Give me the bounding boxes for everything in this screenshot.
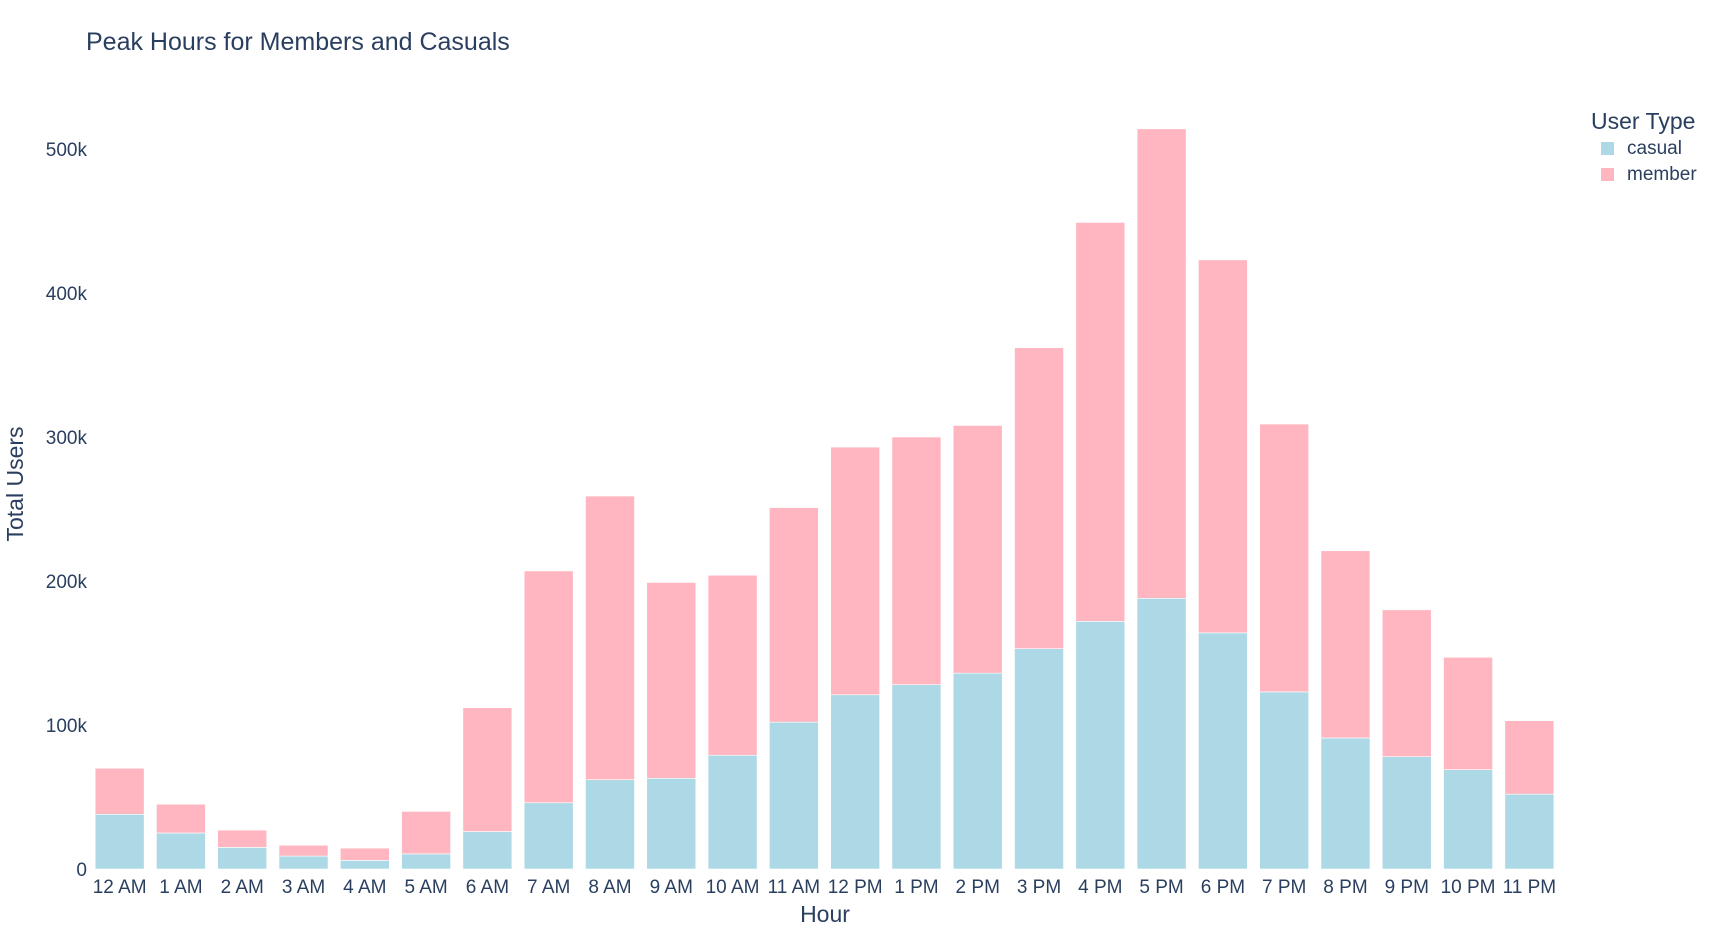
x-tick-label: 6 AM — [466, 877, 509, 898]
bar-casual-17 — [1136, 597, 1187, 870]
bar-member-14 — [952, 425, 1003, 674]
bar-casual-11 — [769, 721, 819, 870]
bar-casual-20 — [1320, 737, 1371, 870]
legend-swatch-casual — [1601, 142, 1614, 155]
y-axis-ticks: 0 100k 200k 300k 400k 500k — [46, 140, 88, 881]
bar-casual-23 — [1504, 793, 1555, 870]
x-tick-label: 3 PM — [1017, 877, 1061, 898]
x-tick-label: 1 AM — [159, 877, 202, 898]
x-tick-label: 5 AM — [404, 877, 447, 898]
x-tick-label: 4 AM — [343, 877, 386, 898]
legend-title: User Type — [1591, 108, 1695, 134]
x-tick-label: 4 PM — [1078, 877, 1122, 898]
bar-member-11 — [769, 507, 819, 723]
x-tick-label: 3 AM — [282, 877, 325, 898]
bar-casual-14 — [952, 672, 1003, 870]
bar-member-4 — [339, 847, 390, 861]
x-tick-label: 1 PM — [894, 877, 938, 898]
bar-member-15 — [1014, 347, 1064, 649]
chart-title: Peak Hours for Members and Casuals — [86, 28, 510, 56]
y-tick-label: 200k — [46, 572, 88, 593]
bar-casual-22 — [1443, 769, 1493, 870]
bar-casual-9 — [646, 777, 697, 870]
bar-member-7 — [523, 570, 574, 804]
bar-member-5 — [401, 811, 451, 855]
bar-casual-1 — [156, 832, 206, 870]
x-tick-label: 2 AM — [221, 877, 264, 898]
bar-casual-21 — [1381, 756, 1432, 870]
bar-member-22 — [1443, 657, 1493, 770]
x-tick-label: 6 PM — [1201, 877, 1245, 898]
bar-casual-2 — [217, 847, 268, 870]
series-casual — [94, 597, 1555, 870]
bar-member-13 — [891, 436, 942, 685]
bar-casual-15 — [1014, 648, 1064, 870]
bar-casual-10 — [707, 754, 758, 870]
bar-member-21 — [1381, 609, 1432, 757]
bar-member-0 — [94, 767, 145, 815]
x-tick-label: 8 PM — [1323, 877, 1367, 898]
bar-member-12 — [830, 446, 880, 696]
legend-items: casual member — [1601, 138, 1697, 185]
x-tick-label: 2 PM — [956, 877, 1000, 898]
bar-casual-6 — [462, 831, 513, 870]
bar-casual-13 — [891, 684, 942, 870]
legend: User Type casual member — [1591, 108, 1697, 185]
bar-casual-19 — [1259, 691, 1310, 870]
x-tick-label: 10 PM — [1441, 877, 1496, 898]
legend-swatch-member — [1601, 168, 1614, 181]
y-tick-label: 100k — [46, 716, 88, 737]
x-tick-label: 12 PM — [828, 877, 883, 898]
bar-casual-5 — [401, 853, 451, 870]
series-member — [94, 128, 1555, 861]
bar-member-2 — [217, 829, 268, 848]
y-tick-label: 400k — [46, 284, 88, 305]
bar-member-18 — [1198, 259, 1248, 634]
bar-member-8 — [585, 495, 635, 781]
x-axis-ticks: 12 AM 1 AM 2 AM 3 AM 4 AM 5 AM 6 AM 7 AM 8 AM 9 A… — [93, 877, 1556, 898]
x-axis-label: Hour — [800, 901, 850, 927]
bar-member-10 — [707, 574, 758, 756]
x-tick-label: 11 PM — [1503, 877, 1557, 898]
bar-member-1 — [156, 803, 206, 834]
x-tick-label: 9 PM — [1385, 877, 1429, 898]
bar-casual-18 — [1198, 632, 1248, 870]
bar-casual-3 — [278, 855, 329, 870]
x-tick-label: 7 AM — [527, 877, 570, 898]
x-tick-label: 5 PM — [1139, 877, 1183, 898]
bar-member-23 — [1504, 720, 1555, 795]
x-tick-label: 12 AM — [93, 877, 147, 898]
bar-casual-4 — [339, 860, 390, 870]
bar-casual-0 — [94, 813, 145, 870]
bar-casual-8 — [585, 779, 635, 870]
bar-member-6 — [462, 707, 513, 832]
legend-label-member: member — [1627, 164, 1697, 185]
bar-member-20 — [1320, 550, 1371, 739]
y-tick-label: 300k — [46, 428, 88, 449]
x-tick-label: 8 AM — [588, 877, 631, 898]
bar-member-17 — [1136, 128, 1187, 599]
x-tick-label: 11 AM — [768, 877, 820, 898]
bar-casual-16 — [1075, 621, 1126, 870]
bar-member-3 — [278, 844, 329, 857]
bar-member-9 — [646, 582, 697, 779]
bars-layer — [94, 128, 1555, 870]
x-tick-label: 9 AM — [650, 877, 693, 898]
y-axis-label: Total Users — [2, 426, 28, 541]
bar-member-19 — [1259, 423, 1310, 693]
y-tick-label: 500k — [46, 140, 88, 161]
legend-label-casual: casual — [1627, 138, 1682, 159]
x-tick-label: 10 AM — [706, 877, 760, 898]
bar-casual-12 — [830, 694, 880, 870]
bar-casual-7 — [523, 802, 574, 870]
x-tick-label: 7 PM — [1262, 877, 1306, 898]
y-tick-label: 0 — [76, 860, 87, 881]
bar-member-16 — [1075, 222, 1126, 622]
